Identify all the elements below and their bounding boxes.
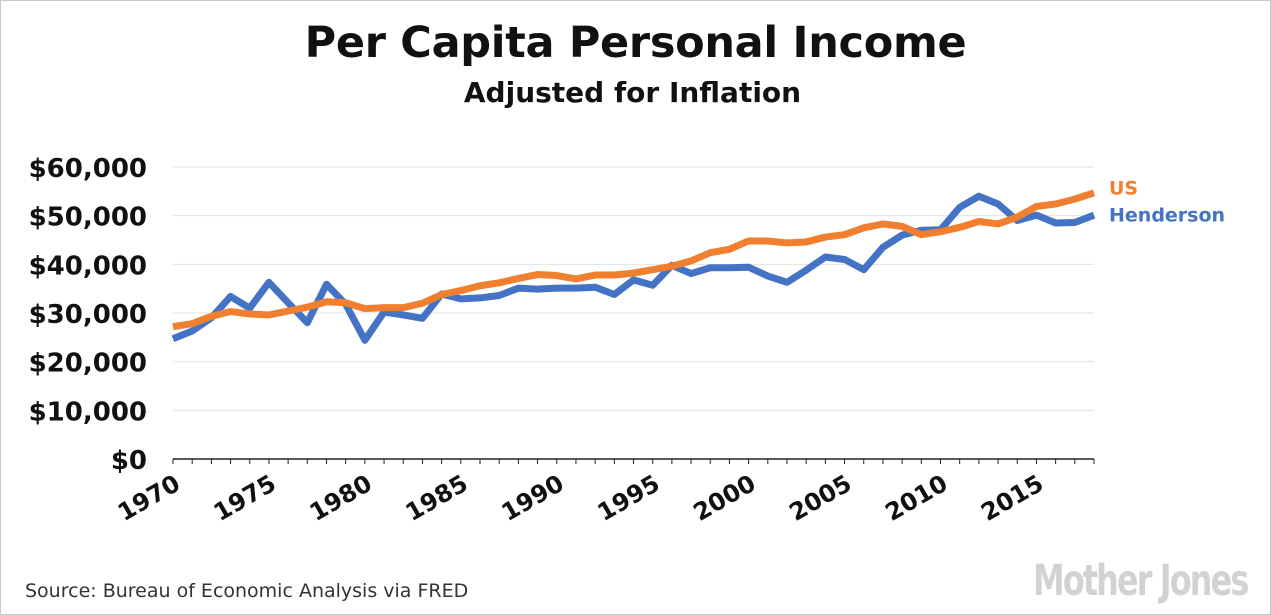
y-tick-label: $60,000 [29,154,147,184]
y-tick-label: $0 [111,446,147,476]
y-tick-label: $50,000 [29,203,147,233]
y-tick-label: $30,000 [29,300,147,330]
x-tick-label: 1980 [305,469,377,527]
x-tick-label: 1970 [113,469,185,527]
x-tick-label: 1985 [401,469,473,527]
x-tick-label: 1975 [209,469,281,527]
x-tick-label: 1990 [497,469,569,527]
series-line-henderson [171,192,1096,344]
x-tick-label: 2010 [880,469,952,527]
y-tick-label: $20,000 [29,349,147,379]
x-tick-label: 2015 [976,469,1048,527]
chart-subtitle: Adjusted for Inflation [463,76,802,109]
x-tick-label: 2000 [689,469,761,527]
chart-title: Per Capita Personal Income [304,18,967,68]
x-tick-label: 1995 [593,469,665,527]
mother-jones-logo: Mother Jones [1033,556,1249,606]
source-note: Source: Bureau of Economic Analysis via … [25,580,469,602]
x-tick-label: 2005 [785,469,857,527]
y-tick-label: $40,000 [29,251,147,281]
y-tick-label: $10,000 [29,397,147,427]
series-label-us: US [1109,178,1138,200]
series-label-henderson: Henderson [1109,205,1225,227]
